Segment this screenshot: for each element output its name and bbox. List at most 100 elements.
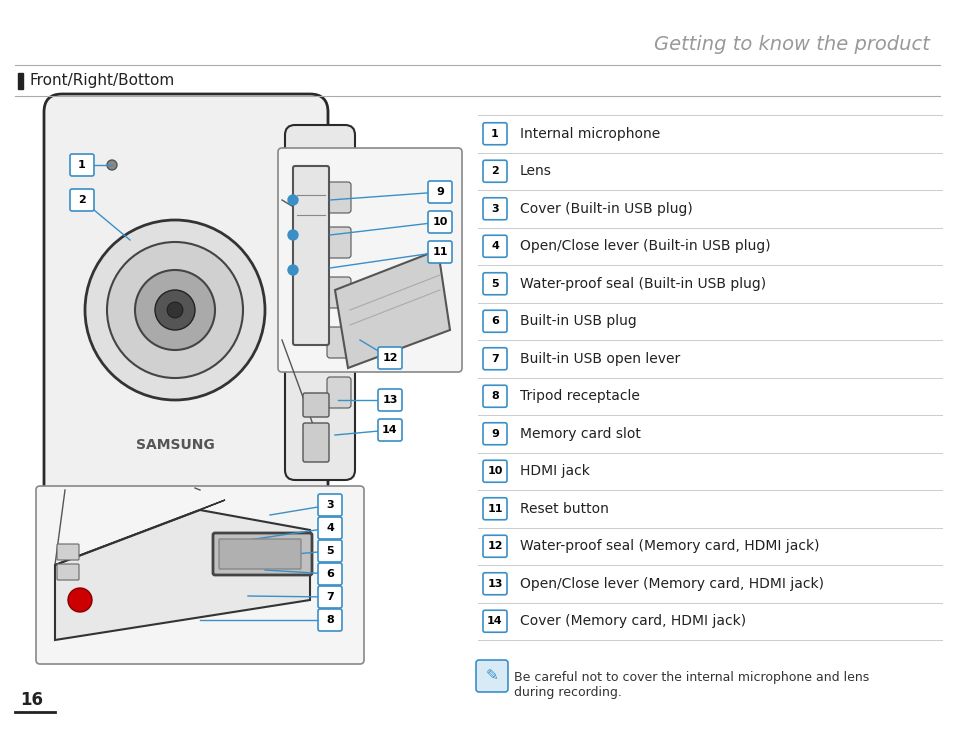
FancyBboxPatch shape [327,277,351,308]
FancyBboxPatch shape [327,227,351,258]
Text: 14: 14 [487,616,502,626]
FancyBboxPatch shape [482,385,506,407]
FancyBboxPatch shape [482,423,506,445]
FancyBboxPatch shape [70,154,94,176]
FancyBboxPatch shape [303,423,329,462]
FancyBboxPatch shape [428,241,452,263]
FancyBboxPatch shape [428,211,452,233]
FancyBboxPatch shape [327,182,351,213]
Text: 5: 5 [491,279,498,289]
Text: 5: 5 [326,546,334,556]
FancyBboxPatch shape [377,419,401,441]
FancyBboxPatch shape [44,94,328,508]
Circle shape [288,265,297,275]
Text: Be careful not to cover the internal microphone and lens
during recording.: Be careful not to cover the internal mic… [514,671,868,699]
Circle shape [154,290,194,330]
Text: 12: 12 [487,541,502,551]
FancyBboxPatch shape [317,563,341,585]
FancyBboxPatch shape [482,573,506,595]
Text: Getting to know the product: Getting to know the product [654,36,929,55]
Text: 10: 10 [487,466,502,476]
FancyBboxPatch shape [285,125,355,480]
FancyBboxPatch shape [482,198,506,220]
FancyBboxPatch shape [293,166,329,345]
FancyBboxPatch shape [303,393,329,417]
Circle shape [288,195,297,205]
FancyBboxPatch shape [57,544,79,560]
Polygon shape [55,510,310,640]
Circle shape [68,588,91,612]
Text: 2: 2 [491,166,498,176]
Text: HDMI jack: HDMI jack [519,464,589,478]
FancyBboxPatch shape [482,460,506,483]
Text: 9: 9 [491,429,498,439]
Text: ✎: ✎ [485,669,497,683]
FancyBboxPatch shape [482,123,506,145]
FancyBboxPatch shape [327,327,351,358]
Text: 6: 6 [326,569,334,579]
Text: Front/Right/Bottom: Front/Right/Bottom [30,74,175,88]
Circle shape [107,160,117,170]
Text: Tripod receptacle: Tripod receptacle [519,389,639,403]
FancyBboxPatch shape [70,189,94,211]
Text: 11: 11 [487,504,502,514]
Text: Built-in USB open lever: Built-in USB open lever [519,352,679,366]
Text: 1: 1 [491,128,498,139]
Text: 8: 8 [491,391,498,402]
Text: 3: 3 [326,500,334,510]
Text: Open/Close lever (Built-in USB plug): Open/Close lever (Built-in USB plug) [519,239,770,253]
FancyBboxPatch shape [317,517,341,539]
Polygon shape [55,500,225,565]
Circle shape [167,302,183,318]
Text: 13: 13 [487,579,502,589]
Text: 1: 1 [78,160,86,170]
Text: Lens: Lens [519,164,551,178]
Text: Reset button: Reset button [519,502,608,516]
FancyBboxPatch shape [317,494,341,516]
Text: 4: 4 [326,523,334,533]
Text: 13: 13 [382,395,397,405]
Text: Water-proof seal (Memory card, HDMI jack): Water-proof seal (Memory card, HDMI jack… [519,539,819,553]
FancyBboxPatch shape [482,610,506,632]
FancyBboxPatch shape [482,498,506,520]
Text: 9: 9 [436,187,443,197]
FancyBboxPatch shape [57,564,79,580]
Text: 3: 3 [491,204,498,214]
Text: Open/Close lever (Memory card, HDMI jack): Open/Close lever (Memory card, HDMI jack… [519,577,823,591]
FancyBboxPatch shape [482,535,506,557]
Polygon shape [335,250,450,368]
Text: 2: 2 [78,195,86,205]
FancyBboxPatch shape [482,310,506,332]
Text: 7: 7 [491,354,498,364]
Text: 4: 4 [491,241,498,251]
Text: Cover (Built-in USB plug): Cover (Built-in USB plug) [519,201,692,216]
Text: 11: 11 [432,247,447,257]
Circle shape [85,220,265,400]
FancyBboxPatch shape [476,660,507,692]
FancyBboxPatch shape [482,161,506,182]
Text: Built-in USB plug: Built-in USB plug [519,314,636,328]
Circle shape [107,242,243,378]
Text: 6: 6 [491,316,498,326]
FancyBboxPatch shape [213,533,312,575]
Circle shape [288,230,297,240]
FancyBboxPatch shape [327,377,351,408]
Text: 12: 12 [382,353,397,363]
FancyBboxPatch shape [317,609,341,631]
Text: 14: 14 [382,425,397,435]
FancyBboxPatch shape [317,540,341,562]
Text: 16: 16 [20,691,43,709]
Text: Cover (Memory card, HDMI jack): Cover (Memory card, HDMI jack) [519,614,745,629]
FancyBboxPatch shape [482,273,506,295]
Text: Water-proof seal (Built-in USB plug): Water-proof seal (Built-in USB plug) [519,277,765,291]
Text: 7: 7 [326,592,334,602]
Bar [18,73,23,89]
FancyBboxPatch shape [277,148,461,372]
Text: Memory card slot: Memory card slot [519,427,640,441]
FancyBboxPatch shape [317,586,341,608]
Text: Internal microphone: Internal microphone [519,127,659,141]
FancyBboxPatch shape [36,486,364,664]
FancyBboxPatch shape [377,389,401,411]
FancyBboxPatch shape [428,181,452,203]
Circle shape [135,270,214,350]
